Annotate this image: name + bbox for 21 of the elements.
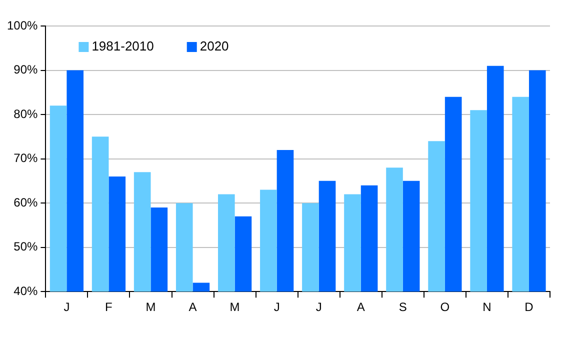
x-tick-label: M [230,300,240,314]
x-tick-label: F [105,300,112,314]
x-tick-label: J [316,300,322,314]
x-tick-label: M [146,300,156,314]
x-tick-label: A [356,300,365,314]
y-tick-label: 50% [14,240,38,254]
y-tick-label: 70% [14,151,38,166]
legend-label: 2020 [200,38,229,54]
x-tick-label: D [524,300,534,314]
y-tick-label: 100% [6,18,38,32]
y-tick-label: 80% [14,106,38,121]
x-tick-label: O [440,300,450,314]
y-tick-label: 90% [14,62,38,77]
y-tick-label: 40% [14,284,38,298]
x-tick-label: A [188,300,197,314]
y-tick-label: 60% [14,195,38,210]
x-tick-label: J [274,300,280,314]
x-tick-label: S [398,300,407,314]
x-tick-label: J [64,300,70,314]
legend-label: 1981-2010 [92,38,154,54]
x-tick-label: N [482,300,492,314]
